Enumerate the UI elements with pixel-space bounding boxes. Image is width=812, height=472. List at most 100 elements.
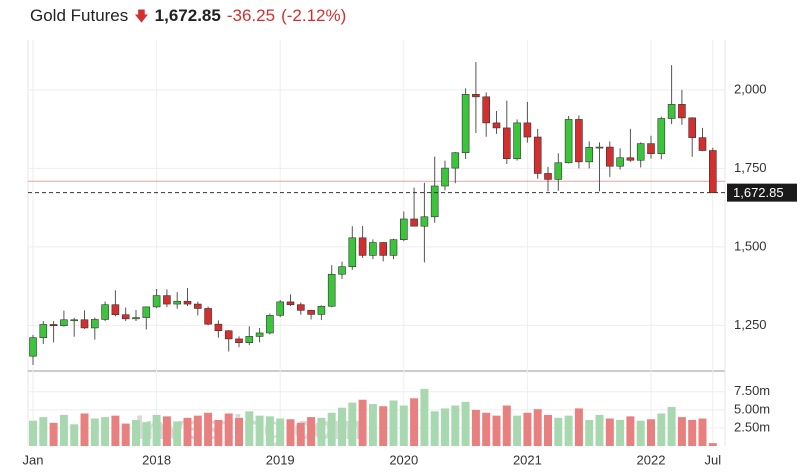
candle-body bbox=[688, 117, 697, 138]
volume-bar bbox=[245, 411, 254, 446]
candle-body bbox=[585, 147, 594, 163]
candle-body bbox=[111, 304, 120, 316]
candle-body bbox=[472, 94, 480, 98]
volume-bar bbox=[564, 415, 573, 446]
volume-bar bbox=[90, 418, 99, 446]
volume-bar bbox=[338, 407, 346, 446]
candle-body bbox=[266, 315, 274, 334]
y-tick-label: 1,500 bbox=[734, 238, 767, 253]
candle-body bbox=[286, 301, 295, 305]
volume-bar bbox=[214, 419, 223, 446]
x-tick-label: 2021 bbox=[513, 452, 542, 467]
candle-body bbox=[399, 218, 408, 240]
candle-body bbox=[327, 273, 336, 307]
candle-body bbox=[389, 239, 398, 256]
title: Gold Futures bbox=[30, 6, 129, 25]
candle-body bbox=[482, 96, 491, 124]
volume-bar bbox=[235, 417, 243, 446]
volume-bar bbox=[173, 421, 182, 446]
volume-bar bbox=[471, 409, 480, 446]
last-price: 1,672.85 bbox=[154, 6, 221, 25]
candle-body bbox=[132, 317, 140, 320]
volume-bar bbox=[59, 414, 68, 446]
volume-bar bbox=[121, 423, 130, 446]
volume-bar bbox=[132, 419, 140, 446]
volume-bar bbox=[554, 417, 563, 446]
candle-body bbox=[235, 338, 243, 343]
volume-bar bbox=[410, 398, 419, 446]
candle-body bbox=[296, 304, 305, 311]
volume-bar bbox=[523, 412, 532, 446]
volume-bar bbox=[574, 408, 583, 446]
candle-body bbox=[80, 319, 89, 329]
candle-body bbox=[204, 308, 212, 325]
volume-bar bbox=[502, 405, 511, 446]
candle-body bbox=[430, 185, 439, 218]
volume-bar bbox=[492, 415, 501, 446]
volume-bar bbox=[307, 417, 316, 446]
candle-body bbox=[554, 162, 563, 180]
candle-body bbox=[101, 304, 109, 320]
volume-bar bbox=[348, 402, 357, 446]
volume-bar bbox=[451, 405, 460, 446]
candle-body bbox=[420, 216, 429, 227]
volume-bar bbox=[204, 412, 213, 446]
candle-body bbox=[152, 295, 161, 308]
y-tick-label: 1,250 bbox=[734, 317, 767, 332]
volume-bar bbox=[317, 417, 326, 446]
x-tick-label: 2019 bbox=[266, 452, 295, 467]
last-price-box bbox=[727, 183, 797, 202]
candle-body bbox=[317, 305, 326, 315]
volume-bar bbox=[420, 388, 429, 446]
volume-bar bbox=[368, 404, 377, 446]
volume-bar bbox=[605, 418, 614, 446]
candle-body bbox=[451, 152, 460, 169]
candle-body bbox=[255, 332, 264, 337]
candle-body bbox=[441, 167, 449, 187]
volume-bar bbox=[636, 420, 645, 446]
volume-tick-label: 7.50m bbox=[734, 383, 770, 398]
candle-body bbox=[121, 314, 130, 320]
volume-bar bbox=[533, 409, 542, 446]
volume-bar bbox=[193, 415, 202, 446]
candle-body bbox=[544, 173, 552, 180]
candle-body bbox=[564, 119, 573, 164]
volume-bar bbox=[296, 422, 305, 446]
candle-body bbox=[379, 242, 388, 256]
candle-body bbox=[678, 104, 686, 119]
candle-body bbox=[513, 122, 521, 159]
volume-bar bbox=[482, 412, 491, 446]
candle-body bbox=[502, 127, 511, 159]
volume-bar bbox=[688, 419, 697, 446]
volume-bar bbox=[358, 399, 367, 446]
volume-bar bbox=[101, 417, 110, 446]
volume-bar bbox=[265, 416, 274, 446]
candle-body bbox=[276, 301, 285, 316]
candle-body bbox=[224, 330, 233, 340]
candle-body bbox=[163, 295, 171, 305]
volume-bar bbox=[29, 420, 37, 446]
x-tick-label: 2020 bbox=[389, 452, 418, 467]
volume-bar bbox=[677, 417, 686, 446]
candle-body bbox=[39, 324, 48, 338]
candle-body bbox=[60, 319, 68, 327]
volume-bar bbox=[616, 419, 625, 446]
volume-bar bbox=[183, 417, 192, 446]
volume-bar bbox=[399, 405, 408, 446]
volume-bar bbox=[80, 413, 89, 446]
candle-body bbox=[173, 300, 181, 305]
candle-body bbox=[348, 237, 357, 267]
candle-body bbox=[183, 300, 192, 305]
volume-bar bbox=[142, 422, 151, 446]
volume-bar bbox=[162, 416, 171, 446]
volume-bar bbox=[595, 414, 604, 446]
candle-body bbox=[338, 266, 346, 275]
candle-body bbox=[70, 319, 78, 322]
candle-body bbox=[616, 157, 624, 167]
change-percent: (-2.12%) bbox=[281, 6, 347, 25]
volume-tick-label: 2.50m bbox=[734, 419, 770, 434]
candle-body bbox=[194, 303, 202, 309]
volume-bar bbox=[39, 417, 48, 446]
candle-body bbox=[29, 337, 37, 357]
